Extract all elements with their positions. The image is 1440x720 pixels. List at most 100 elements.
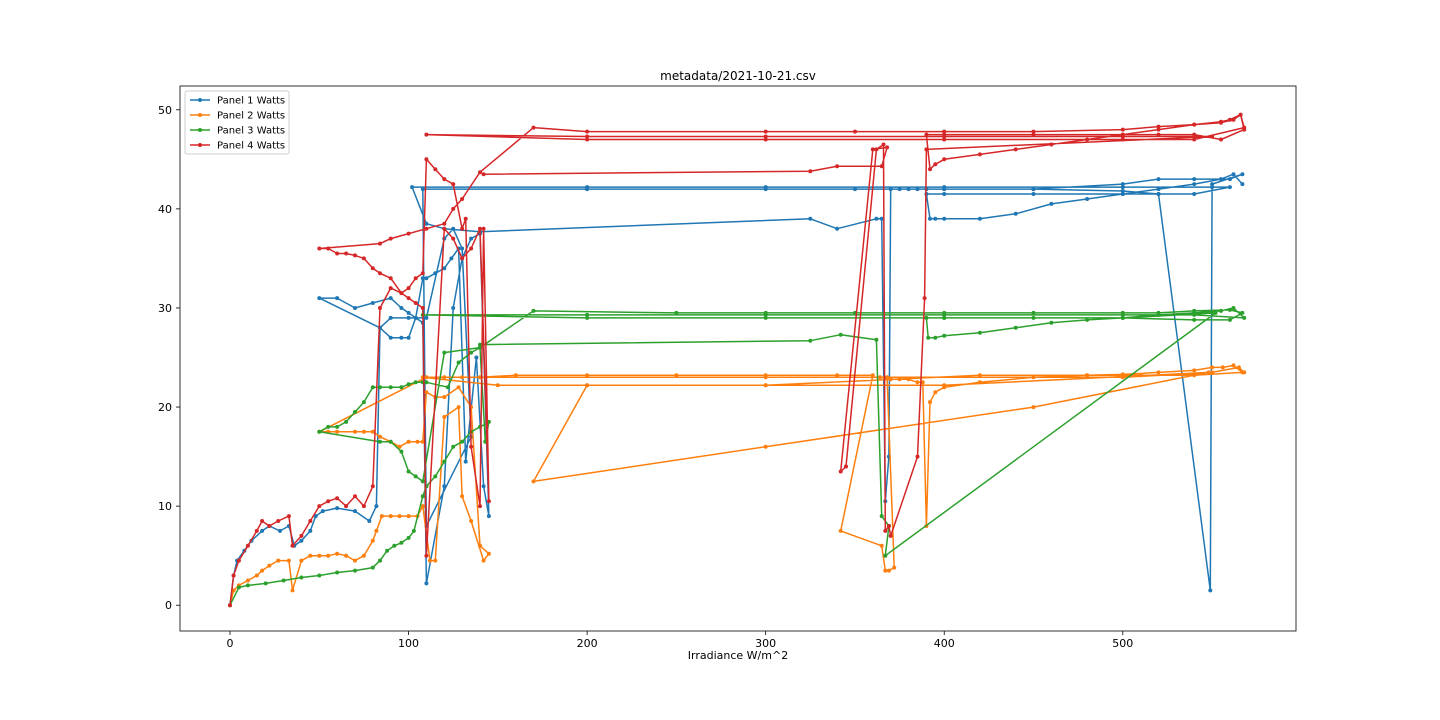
data-point: [486, 551, 491, 556]
data-point: [1049, 142, 1054, 147]
data-point: [879, 164, 884, 169]
data-point: [260, 528, 265, 533]
data-point: [317, 429, 322, 434]
x-tick-label: 200: [577, 637, 598, 650]
plot-area: [179, 85, 1297, 632]
data-point: [397, 444, 402, 449]
data-point: [433, 271, 438, 276]
data-point: [442, 350, 447, 355]
data-point: [886, 568, 891, 573]
data-point: [1120, 189, 1125, 193]
data-point: [977, 330, 982, 335]
data-point: [478, 342, 482, 347]
data-point: [370, 385, 375, 390]
data-point: [1156, 177, 1161, 182]
data-point: [486, 514, 491, 519]
data-point: [942, 157, 947, 162]
data-point: [410, 185, 415, 190]
legend-item: Panel 1 Watts: [190, 96, 285, 107]
data-point: [1220, 365, 1225, 370]
data-point: [428, 558, 432, 563]
data-point: [977, 152, 982, 157]
data-point: [897, 377, 902, 382]
data-point: [888, 377, 893, 382]
data-point: [1085, 197, 1090, 201]
data-point: [370, 484, 375, 489]
data-point: [1156, 132, 1161, 137]
data-point: [460, 494, 465, 499]
data-point: [1227, 117, 1232, 122]
data-point: [674, 373, 679, 378]
x-tick-label: 100: [398, 637, 419, 650]
data-point: [1227, 177, 1232, 182]
data-point: [290, 588, 295, 593]
data-point: [478, 226, 482, 231]
data-point: [1031, 192, 1036, 196]
legend-label: Panel 3 Watts: [217, 126, 285, 137]
data-point: [433, 474, 438, 479]
data-point: [1120, 375, 1125, 380]
data-point: [1210, 365, 1215, 370]
data-point: [977, 380, 982, 385]
data-point: [286, 558, 291, 563]
data-point: [420, 479, 425, 484]
data-point: [585, 315, 590, 320]
data-point: [469, 444, 474, 449]
data-point: [231, 573, 236, 578]
data-point: [281, 578, 286, 583]
data-point: [456, 405, 461, 410]
data-point: [335, 496, 340, 501]
data-point: [1206, 370, 1211, 375]
data-point: [245, 578, 250, 583]
data-point: [1192, 317, 1197, 322]
data-point: [1210, 185, 1215, 190]
data-point: [1219, 177, 1223, 182]
data-point: [420, 271, 425, 276]
data-point: [844, 464, 848, 469]
data-point: [353, 410, 357, 414]
data-point: [1219, 137, 1223, 142]
data-point: [445, 385, 450, 390]
data-point: [442, 415, 447, 419]
data-point: [463, 216, 468, 221]
data-point: [451, 306, 456, 310]
data-point: [460, 197, 465, 201]
legend-marker: [198, 143, 202, 147]
data-point: [922, 296, 927, 301]
data-point: [406, 382, 411, 387]
data-point: [469, 350, 474, 355]
data-point: [1219, 308, 1223, 313]
data-point: [585, 129, 590, 134]
data-point: [245, 583, 250, 588]
data-point: [406, 514, 411, 519]
data-point: [883, 553, 888, 558]
data-point: [424, 226, 429, 231]
data-point: [260, 568, 265, 573]
data-point: [885, 375, 890, 380]
data-point: [1120, 185, 1125, 190]
data-point: [469, 246, 474, 251]
data-point: [236, 585, 241, 590]
y-axis: 0 10 20 30 40 50: [158, 104, 180, 612]
data-point: [1192, 137, 1197, 142]
data-point: [344, 504, 349, 509]
data-point: [1013, 147, 1018, 152]
data-point: [1120, 137, 1125, 142]
data-point: [808, 338, 813, 343]
data-point: [278, 528, 282, 533]
data-point: [361, 256, 366, 261]
data-point: [406, 231, 411, 236]
data-point: [254, 573, 259, 578]
data-point: [399, 291, 404, 296]
data-point: [915, 380, 920, 385]
data-point: [1156, 127, 1161, 132]
data-point: [885, 145, 890, 150]
data-point: [299, 538, 304, 543]
data-point: [413, 301, 418, 305]
data-point: [1156, 124, 1161, 129]
data-point: [977, 216, 982, 221]
data-point: [1031, 187, 1036, 192]
data-point: [1242, 370, 1247, 375]
data-point: [424, 375, 429, 380]
data-point: [808, 216, 813, 221]
